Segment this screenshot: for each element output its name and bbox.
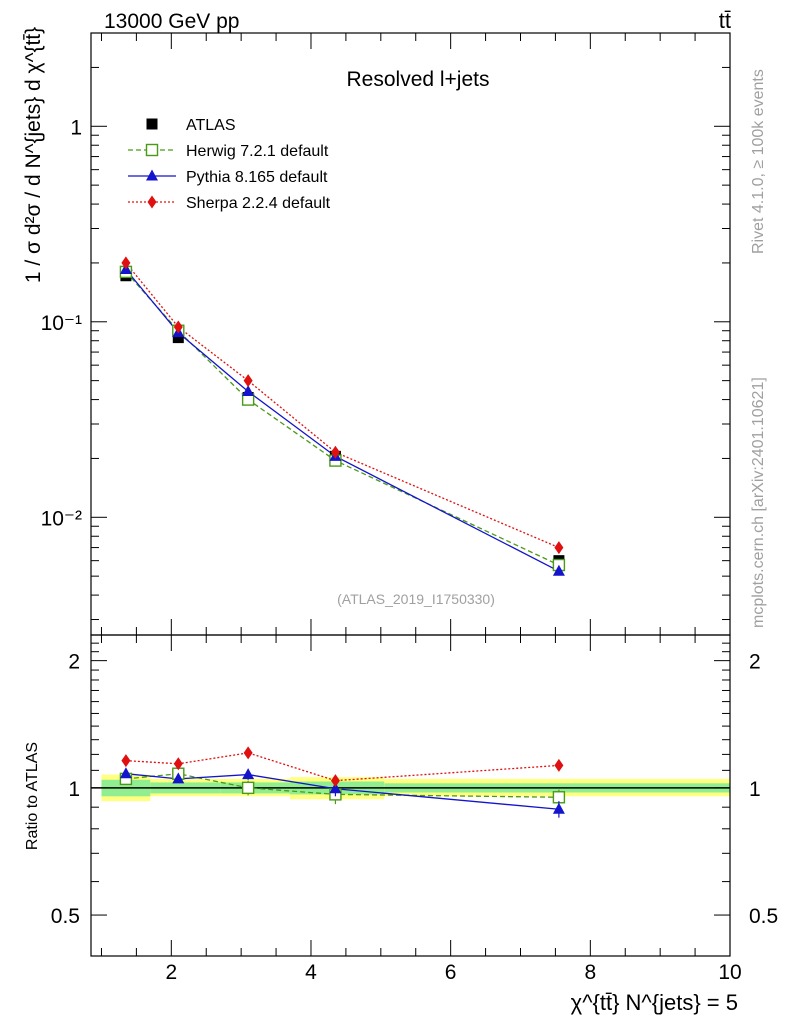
analysis-label: (ATLAS_2019_I1750330) bbox=[337, 591, 495, 607]
legend-marker bbox=[147, 195, 157, 209]
legend: ATLAS Herwig 7.2.1 default Pythia 8.165 de… bbox=[128, 117, 331, 212]
legend-label: Pythia 8.165 default bbox=[186, 169, 328, 186]
ratio-point-1 bbox=[242, 768, 255, 780]
ratio-point-1 bbox=[172, 772, 185, 784]
x-tick-label: 10 bbox=[718, 961, 741, 984]
ratio-y-tick-label-right: 0.5 bbox=[749, 905, 778, 928]
main-series-lines bbox=[125, 262, 560, 572]
main-point-3 bbox=[121, 256, 131, 270]
ratio-point-0 bbox=[552, 791, 566, 804]
ratio-point-2 bbox=[330, 774, 340, 788]
ratio-ticks bbox=[91, 635, 731, 956]
ratio-point-2 bbox=[554, 758, 564, 772]
main-y-axis-label: 1 / σ d²σ / d N^{jets} d χ^{tt̄} bbox=[22, 27, 45, 283]
x-tick-label: 2 bbox=[165, 961, 177, 984]
energy-label: 13000 GeV pp bbox=[104, 10, 239, 33]
ratio-point-2 bbox=[173, 757, 183, 771]
main-point-3 bbox=[330, 445, 340, 459]
main-series-markers bbox=[119, 256, 566, 576]
ratio-series-markers bbox=[119, 746, 566, 818]
ratio-panel: 0.5 0.5 1 1 2 2 2 4 6 8 10 Ratio to ATLAS χ^{tt̄}… bbox=[24, 634, 778, 1015]
legend-marker bbox=[145, 143, 159, 157]
main-point-0 bbox=[172, 332, 184, 344]
ratio-y-tick-label-right: 2 bbox=[749, 651, 761, 674]
ratio-line-2 bbox=[125, 752, 559, 782]
rivet-label: Rivet 4.1.0, ≥ 100k events bbox=[750, 69, 767, 254]
x-tick-label: 4 bbox=[305, 961, 317, 984]
x-axis-label: χ^{tt̄} N^{jets} = 5 bbox=[571, 990, 738, 1015]
main-point-3 bbox=[173, 320, 183, 334]
legend-label: Sherpa 2.2.4 default bbox=[186, 195, 331, 212]
ratio-y-tick-label: 1 bbox=[68, 778, 80, 801]
x-tick-label: 8 bbox=[584, 961, 596, 984]
legend-label: ATLAS bbox=[186, 117, 236, 134]
ratio-point-1 bbox=[119, 767, 132, 779]
ratio-point-1 bbox=[552, 802, 565, 814]
ratio-point-2 bbox=[121, 754, 131, 768]
ratio-y-tick-labels: 0.5 0.5 1 1 2 2 bbox=[51, 651, 778, 928]
main-line-1 bbox=[125, 271, 560, 566]
legend-marker bbox=[146, 118, 158, 130]
main-line-3 bbox=[125, 262, 560, 549]
main-y-tick-label-1: 1 bbox=[70, 116, 82, 139]
main-ticks bbox=[91, 32, 731, 635]
legend-marker bbox=[146, 169, 158, 181]
main-y-tick-label-0.01: 10⁻² bbox=[41, 507, 82, 530]
main-point-2 bbox=[552, 564, 565, 576]
main-panel: Resolved l+jets (ATLAS_2019_I1750330) AT… bbox=[22, 27, 731, 636]
ratio-y-tick-label-right: 1 bbox=[749, 778, 761, 801]
ratio-y-tick-label: 0.5 bbox=[51, 905, 80, 928]
mcplots-label: mcplots.cern.ch [arXiv:2401.10621] bbox=[750, 377, 767, 628]
main-y-tick-label-0.1: 10⁻¹ bbox=[41, 312, 82, 335]
x-tick-labels: 2 4 6 8 10 bbox=[165, 961, 741, 984]
main-point-2 bbox=[242, 384, 255, 396]
ratio-point-2 bbox=[243, 746, 253, 760]
process-label: tt̄ bbox=[719, 8, 731, 33]
x-tick-label: 6 bbox=[445, 961, 457, 984]
legend-label: Herwig 7.2.1 default bbox=[186, 143, 329, 160]
ratio-y-axis-label: Ratio to ATLAS bbox=[24, 742, 41, 850]
ratio-point-0 bbox=[241, 781, 255, 795]
ratio-y-tick-label: 2 bbox=[68, 651, 80, 674]
ratio-point-1 bbox=[329, 782, 342, 794]
main-point-3 bbox=[554, 541, 564, 555]
ratio-frame bbox=[90, 634, 731, 957]
chart-title: Resolved l+jets bbox=[347, 68, 490, 91]
main-line-2 bbox=[125, 269, 560, 572]
main-point-3 bbox=[243, 374, 253, 388]
